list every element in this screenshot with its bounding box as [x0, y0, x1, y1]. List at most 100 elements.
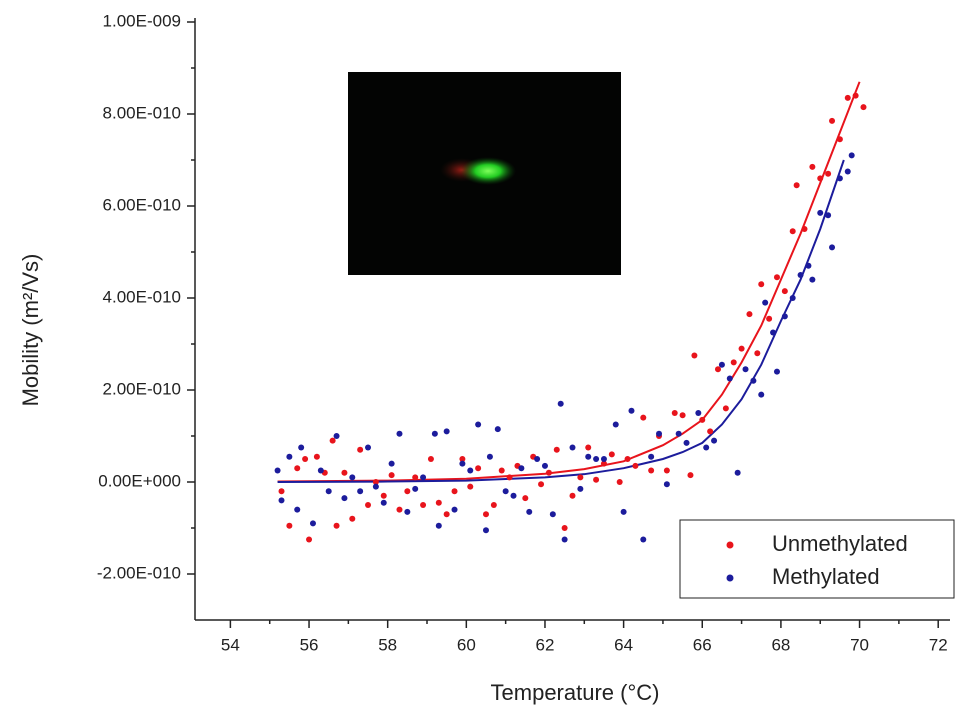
legend-marker — [726, 541, 734, 549]
point — [298, 444, 305, 451]
point — [329, 437, 336, 444]
point — [325, 488, 332, 495]
point — [569, 444, 576, 451]
point — [502, 488, 509, 495]
point — [675, 430, 682, 437]
point — [317, 467, 324, 474]
point — [522, 495, 529, 502]
point — [848, 152, 855, 159]
point — [628, 407, 635, 414]
x-tick-label: 62 — [536, 635, 555, 654]
y-tick-label: 6.00E-010 — [103, 195, 181, 214]
point — [388, 472, 395, 479]
point — [541, 462, 548, 469]
point — [632, 462, 639, 469]
point — [490, 502, 497, 508]
point — [585, 444, 592, 451]
point — [365, 444, 372, 451]
point — [431, 430, 438, 437]
y-tick-label: -2.00E-010 — [97, 563, 181, 582]
point — [435, 522, 442, 529]
point — [510, 492, 517, 499]
point — [278, 497, 285, 504]
point — [781, 313, 788, 320]
point — [699, 416, 706, 423]
point — [730, 359, 737, 366]
point — [561, 536, 568, 543]
point — [561, 525, 568, 531]
point — [420, 474, 427, 481]
point — [459, 460, 466, 467]
point — [349, 474, 356, 481]
point — [294, 465, 301, 472]
point — [577, 485, 584, 492]
point — [746, 311, 753, 318]
point — [467, 483, 474, 490]
point — [404, 488, 411, 495]
point — [742, 366, 749, 373]
point — [773, 274, 780, 281]
point — [286, 453, 293, 460]
point — [534, 456, 541, 462]
point — [545, 469, 552, 476]
point — [805, 262, 812, 269]
point — [860, 104, 867, 111]
y-tick-label: 0.00E+000 — [98, 471, 181, 490]
point — [451, 488, 458, 495]
point — [663, 467, 670, 474]
point — [274, 467, 281, 474]
point — [486, 453, 493, 460]
point — [341, 495, 348, 502]
point — [306, 536, 313, 543]
point — [494, 426, 501, 433]
x-tick-label: 64 — [614, 635, 633, 654]
point — [557, 400, 564, 407]
point — [801, 226, 808, 232]
point — [793, 182, 800, 189]
legend-label: Unmethylated — [772, 531, 908, 556]
point — [349, 515, 356, 522]
point — [600, 456, 607, 462]
point — [789, 228, 796, 235]
point — [836, 175, 843, 182]
point — [829, 244, 836, 251]
point — [687, 472, 694, 479]
point — [396, 506, 403, 513]
point — [817, 175, 824, 182]
point — [683, 439, 690, 446]
point — [475, 421, 482, 428]
point — [797, 272, 804, 278]
point — [695, 410, 702, 416]
point — [703, 444, 710, 451]
x-tick-label: 60 — [457, 635, 476, 654]
point — [844, 94, 851, 101]
point — [313, 453, 320, 460]
point — [404, 508, 411, 515]
point — [671, 410, 678, 416]
point — [372, 479, 379, 485]
point — [817, 209, 824, 216]
point — [467, 467, 474, 474]
point — [585, 453, 592, 460]
point — [600, 460, 607, 467]
point — [656, 430, 663, 437]
point — [758, 281, 765, 288]
point — [412, 485, 419, 492]
point — [734, 469, 741, 476]
point — [620, 508, 627, 515]
point — [294, 506, 301, 513]
point — [309, 520, 316, 527]
point — [372, 483, 379, 490]
point — [459, 456, 466, 462]
point — [443, 511, 450, 518]
point — [341, 469, 348, 476]
legend-label: Methylated — [772, 564, 880, 589]
point — [380, 492, 387, 499]
point — [357, 446, 364, 453]
point — [506, 474, 513, 481]
fit-line — [277, 159, 845, 483]
point — [412, 474, 419, 481]
x-tick-label: 68 — [771, 635, 790, 654]
point — [640, 536, 647, 543]
